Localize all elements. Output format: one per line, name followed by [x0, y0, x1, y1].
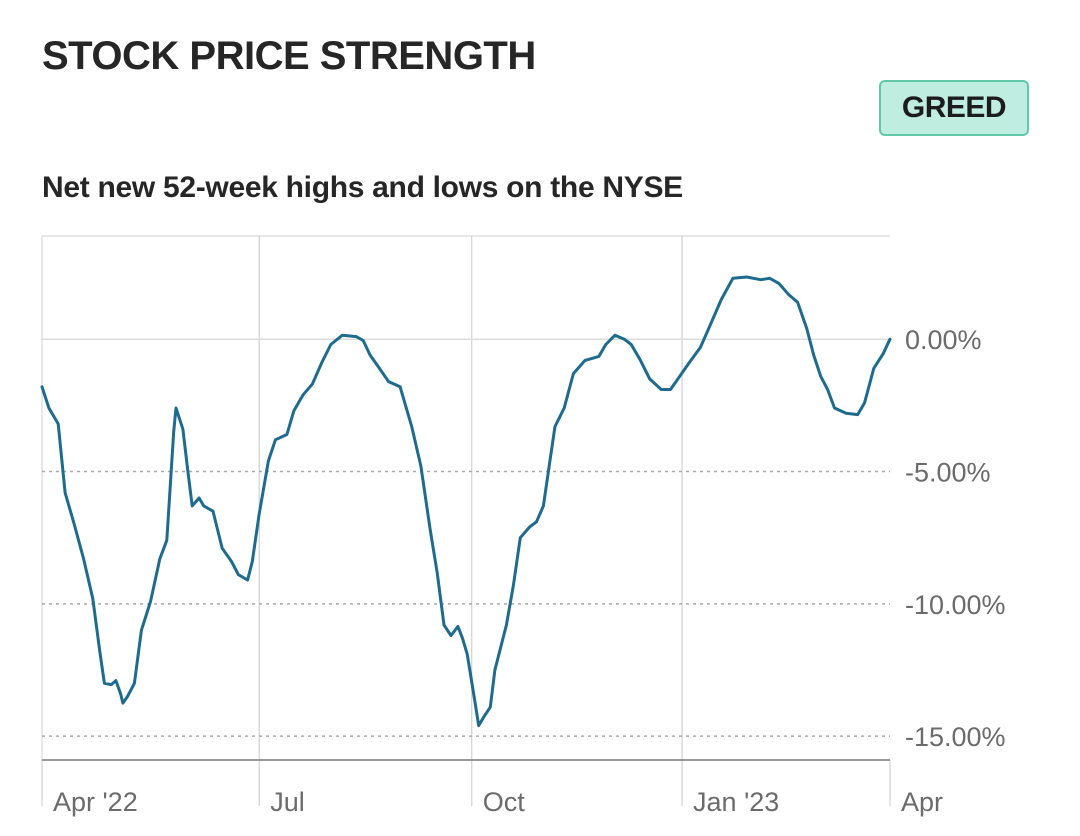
x-tick-label: Jul — [270, 787, 305, 817]
y-tick-label: -10.00% — [905, 590, 1006, 620]
page-title: STOCK PRICE STRENGTH — [42, 34, 536, 78]
y-tick-label: -5.00% — [905, 458, 991, 488]
chart-subtitle: Net new 52-week highs and lows on the NY… — [42, 171, 683, 204]
y-tick-label: -15.00% — [905, 722, 1006, 752]
sentiment-badge: GREED — [879, 80, 1029, 136]
x-tick-label: Apr — [901, 787, 943, 817]
y-tick-label: 0.00% — [905, 325, 982, 355]
x-tick-label: Oct — [483, 787, 526, 817]
x-tick-label: Apr '22 — [53, 787, 138, 817]
x-tick-label: Jan '23 — [693, 787, 779, 817]
series-line — [40, 275, 892, 728]
